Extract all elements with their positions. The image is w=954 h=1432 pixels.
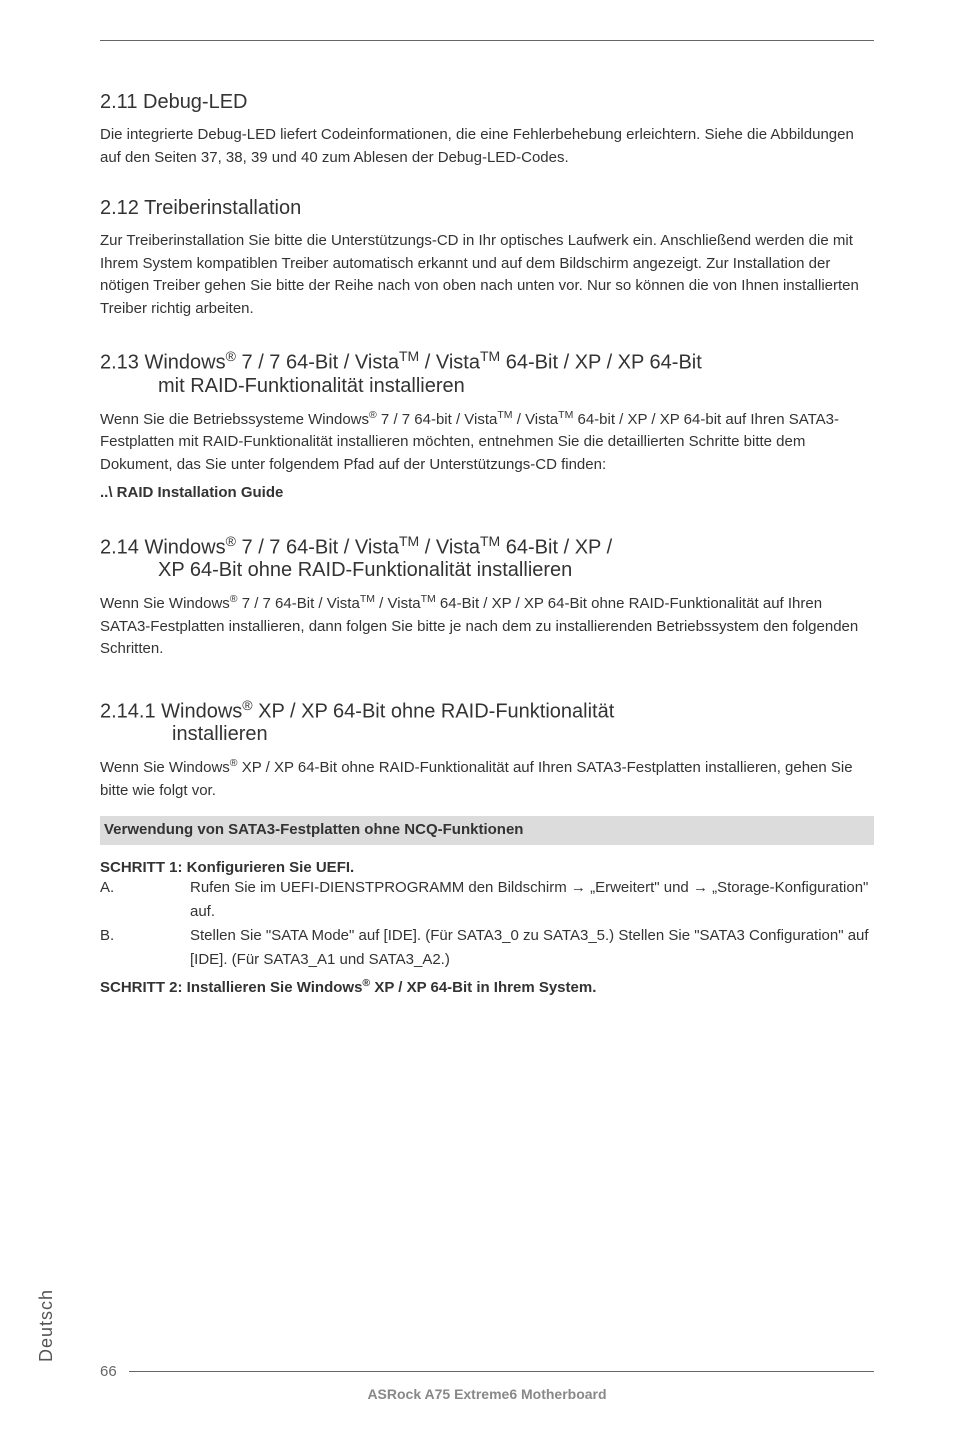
heading-2-13-pre: 2.13 Windows: [100, 352, 226, 374]
heading-2-13-mid2: / Vista: [419, 352, 480, 374]
step-2-post: XP / XP 64-Bit in Ihrem System.: [370, 979, 596, 996]
list-item-b: B. Stellen Sie "SATA Mode" auf [IDE]. (F…: [100, 924, 874, 972]
header-rule: [100, 40, 874, 41]
tm-sup: TM: [480, 533, 500, 549]
list-item-a: A. Rufen Sie im UEFI-DIENSTPROGRAMM den …: [100, 876, 874, 924]
body-2-14-pre: Wenn Sie Windows: [100, 595, 230, 612]
body-2-14: Wenn Sie Windows® 7 / 7 64-Bit / VistaTM…: [100, 592, 874, 661]
heading-2-14-post: 64-Bit / XP /: [500, 536, 612, 558]
footer-line: 66: [100, 1363, 874, 1380]
tm-sup: TM: [497, 409, 512, 421]
body-2-14-mid2: / Vista: [375, 595, 421, 612]
shaded-note-text: Verwendung von SATA3-Festplatten ohne NC…: [104, 821, 523, 838]
body-2-12: Zur Treiberinstallation Sie bitte die Un…: [100, 230, 874, 320]
list-content-a: Rufen Sie im UEFI-DIENSTPROGRAMM den Bil…: [190, 876, 874, 924]
body-2-14-mid1: 7 / 7 64-Bit / Vista: [238, 595, 360, 612]
heading-2-14-line2: XP 64-Bit ohne RAID-Funktionalität insta…: [158, 559, 874, 582]
list-letter-b: B.: [100, 924, 190, 972]
footer-rule: [129, 1371, 874, 1372]
heading-2-14-1: 2.14.1 Windows® XP / XP 64-Bit ohne RAID…: [100, 697, 874, 747]
tm-sup: TM: [399, 348, 419, 364]
reg-sup: ®: [226, 533, 236, 549]
heading-2-14-mid2: / Vista: [419, 536, 480, 558]
body-2-14-1-pre: Wenn Sie Windows: [100, 759, 230, 776]
reg-sup: ®: [369, 409, 377, 421]
heading-2-14: 2.14 Windows® 7 / 7 64-Bit / VistaTM / V…: [100, 533, 874, 583]
reg-sup: ®: [230, 757, 238, 769]
heading-2-13: 2.13 Windows® 7 / 7 64-Bit / VistaTM / V…: [100, 348, 874, 398]
tm-sup: TM: [399, 533, 419, 549]
reg-sup: ®: [230, 593, 238, 605]
footer-product: ASRock A75 Extreme6 Motherboard: [100, 1386, 874, 1402]
step-2-pre: SCHRITT 2: Installieren Sie Windows: [100, 979, 362, 996]
heading-2-14-1-post: XP / XP 64-Bit ohne RAID-Funktionalität: [253, 700, 615, 722]
tm-sup: TM: [421, 593, 436, 605]
tm-sup: TM: [480, 348, 500, 364]
heading-2-13-mid1: 7 / 7 64-Bit / Vista: [236, 352, 399, 374]
body-2-13-pre: Wenn Sie die Betriebssysteme Windows: [100, 411, 369, 428]
list-content-b: Stellen Sie "SATA Mode" auf [IDE]. (Für …: [190, 924, 874, 972]
body-2-13-mid2: / Vista: [513, 411, 559, 428]
step-2-label: SCHRITT 2: Installieren Sie Windows® XP …: [100, 976, 874, 1000]
heading-2-14-mid1: 7 / 7 64-Bit / Vista: [236, 536, 399, 558]
body-2-13: Wenn Sie die Betriebssysteme Windows® 7 …: [100, 408, 874, 477]
heading-2-12: 2.12 Treiberinstallation: [100, 197, 874, 220]
heading-2-14-1-pre: 2.14.1 Windows: [100, 700, 242, 722]
body-2-14-1: Wenn Sie Windows® XP / XP 64-Bit ohne RA…: [100, 756, 874, 802]
raid-guide-path: ..\ RAID Installation Guide: [100, 482, 874, 505]
shaded-note: Verwendung von SATA3-Festplatten ohne NC…: [100, 816, 874, 845]
page-footer: 66 ASRock A75 Extreme6 Motherboard: [0, 1363, 954, 1402]
step-1-label: SCHRITT 1: Konfigurieren Sie UEFI.: [100, 859, 874, 876]
body-2-13-mid1: 7 / 7 64-bit / Vista: [377, 411, 498, 428]
reg-sup: ®: [242, 697, 252, 713]
list-letter-a: A.: [100, 876, 190, 924]
tm-sup: TM: [360, 593, 375, 605]
reg-sup: ®: [226, 348, 236, 364]
heading-2-13-line2: mit RAID-Funktionalität installieren: [158, 375, 874, 398]
tm-sup: TM: [558, 409, 573, 421]
body-2-11: Die integrierte Debug-LED liefert Codein…: [100, 124, 874, 169]
heading-2-11: 2.11 Debug-LED: [100, 91, 874, 114]
reg-sup: ®: [362, 977, 370, 989]
heading-2-14-1-line2: installieren: [172, 723, 874, 746]
heading-2-13-post: 64-Bit / XP / XP 64-Bit: [500, 352, 702, 374]
language-tab: Deutsch: [36, 1289, 57, 1362]
page-number: 66: [100, 1363, 117, 1380]
heading-2-14-pre: 2.14 Windows: [100, 536, 226, 558]
